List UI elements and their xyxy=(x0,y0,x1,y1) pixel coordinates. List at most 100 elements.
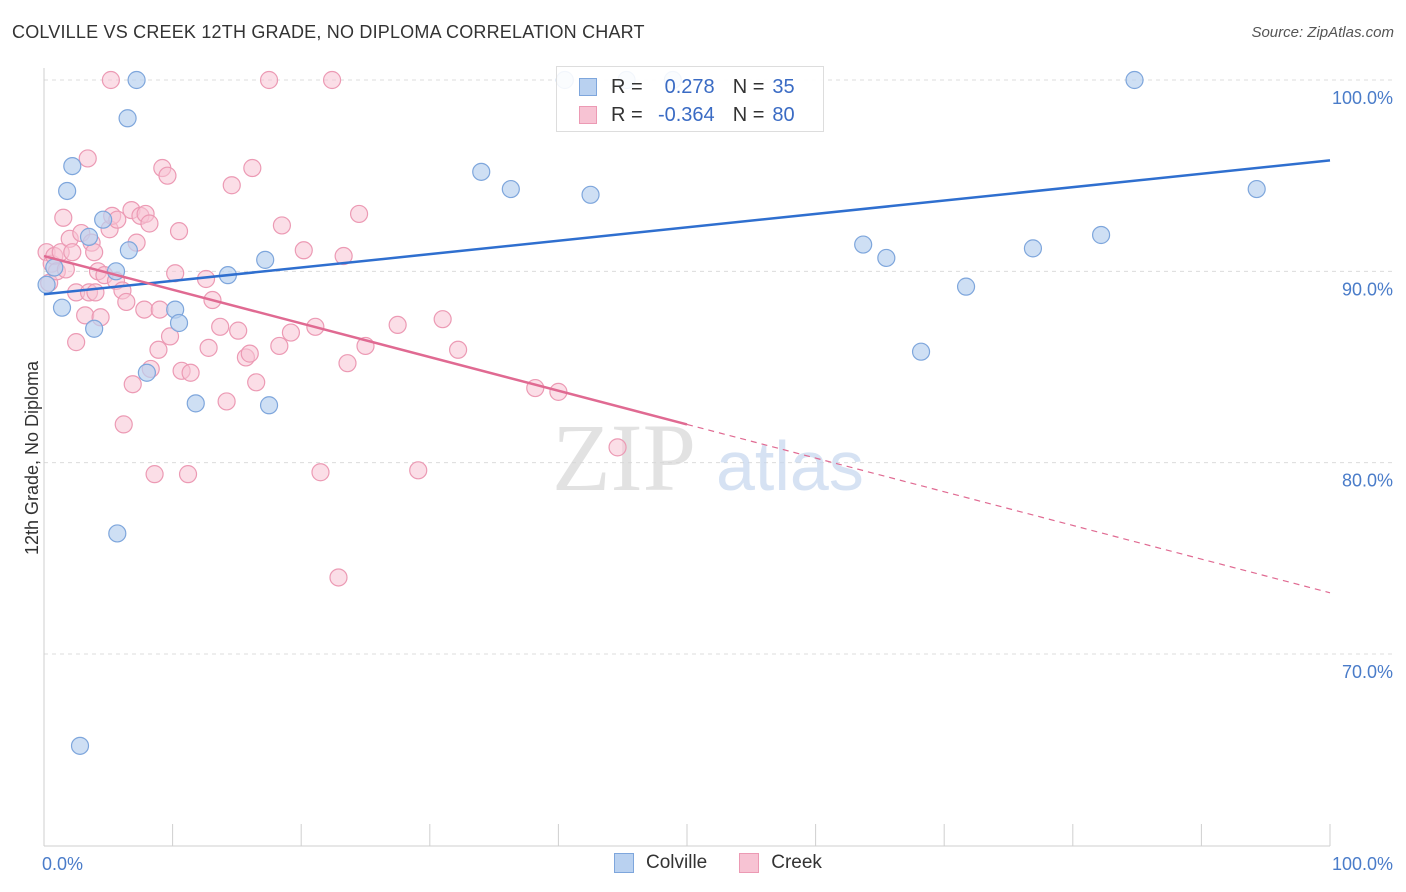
colville-point xyxy=(1023,239,1043,258)
colville-point xyxy=(911,342,931,361)
n-label: N = xyxy=(732,103,765,126)
colville-point xyxy=(127,70,146,90)
colville-point xyxy=(118,109,137,128)
colville-point xyxy=(108,524,127,543)
colville-point xyxy=(501,179,520,199)
legend-item-creek[interactable]: Creek xyxy=(739,852,822,874)
colville-point xyxy=(119,241,138,260)
r-label: R = xyxy=(611,75,643,98)
trend-lines xyxy=(43,159,1331,594)
colville-point xyxy=(52,298,72,317)
creek-point xyxy=(338,354,357,373)
creek-point xyxy=(86,283,105,302)
creek-point xyxy=(101,70,120,90)
creek-trend-line xyxy=(43,254,688,426)
creek-point xyxy=(311,463,330,482)
legend-row-creek: R = -0.364 N = 80 xyxy=(579,101,795,129)
watermark: ZIP atlas xyxy=(552,404,864,511)
chart-title: COLVILLE VS CREEK 12TH GRADE, NO DIPLOMA… xyxy=(12,22,645,42)
series-legend: Colville Creek xyxy=(614,852,854,874)
creek-point xyxy=(229,321,248,340)
source-label: Source: ZipAtlas.com xyxy=(1251,24,1394,41)
y-tick-label: 90.0% xyxy=(1342,279,1393,299)
colville-r-value: 0.278 xyxy=(664,75,715,98)
colville-point xyxy=(259,396,279,415)
colville-legend-swatch xyxy=(614,853,634,873)
watermark-zip: ZIP xyxy=(552,404,696,511)
creek-point xyxy=(211,317,230,336)
creek-point xyxy=(222,176,241,195)
creek-point xyxy=(150,300,169,319)
y-tick-labels: 70.0% 80.0% 90.0% 100.0% xyxy=(1332,88,1393,682)
y-axis-label: 12th Grade, No Diploma xyxy=(22,360,42,555)
creek-point xyxy=(178,465,198,484)
colville-point xyxy=(79,227,99,246)
creek-point xyxy=(181,363,200,382)
creek-point xyxy=(78,149,97,168)
y-tick-label: 100.0% xyxy=(1332,88,1393,108)
colville-point xyxy=(1125,70,1144,90)
creek-point xyxy=(140,214,159,233)
creek-point xyxy=(85,243,104,262)
y-tick-label: 70.0% xyxy=(1342,662,1393,682)
creek-point xyxy=(158,166,177,185)
creek-point xyxy=(199,338,218,357)
legend-item-colville[interactable]: Colville xyxy=(614,852,707,874)
creek-point xyxy=(217,392,236,411)
creek-point xyxy=(281,323,301,342)
creek-point xyxy=(160,327,180,346)
colville-point xyxy=(1091,225,1111,245)
y-tick-label: 80.0% xyxy=(1342,471,1393,491)
stats-legend: R = 0.278 N = 35 R = -0.364 N = 80 xyxy=(556,66,824,132)
x-tick-label: 100.0% xyxy=(1332,854,1393,874)
colville-legend-label: Colville xyxy=(646,852,708,873)
colville-point xyxy=(1247,179,1266,199)
creek-point xyxy=(114,415,133,434)
creek-point xyxy=(123,375,142,394)
creek-point xyxy=(433,310,452,329)
colville-point xyxy=(877,248,896,268)
legend-row-colville: R = 0.278 N = 35 xyxy=(579,73,795,101)
creek-point xyxy=(54,208,73,227)
colville-point xyxy=(70,736,90,755)
creek-point xyxy=(329,568,348,587)
colville-point xyxy=(63,157,82,176)
creek-point xyxy=(272,216,292,235)
creek-point xyxy=(608,438,627,457)
colville-trend-line xyxy=(43,159,1331,296)
creek-point xyxy=(240,344,259,363)
creek-point xyxy=(270,336,289,356)
x-tick-labels: 0.0% 100.0% xyxy=(42,854,1393,874)
r-label: R = xyxy=(611,103,643,126)
colville-n-value: 35 xyxy=(772,75,795,98)
creek-point xyxy=(334,246,353,266)
colville-point xyxy=(256,250,275,269)
creek-legend-label: Creek xyxy=(771,852,822,873)
creek-point xyxy=(349,204,369,224)
creek-point xyxy=(135,300,154,319)
colville-point xyxy=(137,363,156,382)
colville-point xyxy=(186,394,205,413)
colville-point xyxy=(581,185,600,204)
creek-trend-line xyxy=(686,423,1331,594)
creek-point xyxy=(145,465,164,484)
creek-point xyxy=(117,292,136,312)
colville-point xyxy=(37,275,56,294)
creek-point xyxy=(63,243,82,262)
axes xyxy=(43,68,1331,847)
creek-points xyxy=(37,70,627,587)
colville-point xyxy=(58,181,77,201)
watermark-atlas: atlas xyxy=(716,427,864,505)
creek-point xyxy=(259,70,279,90)
colville-point xyxy=(472,162,491,181)
creek-point xyxy=(149,340,168,359)
n-label: N = xyxy=(732,75,765,98)
creek-point xyxy=(388,315,407,335)
creek-point xyxy=(448,340,468,359)
creek-legend-swatch xyxy=(739,853,760,873)
colville-point xyxy=(94,210,113,229)
creek-r-value: -0.364 xyxy=(657,103,715,126)
colville-swatch xyxy=(579,78,597,96)
creek-point xyxy=(294,241,313,260)
